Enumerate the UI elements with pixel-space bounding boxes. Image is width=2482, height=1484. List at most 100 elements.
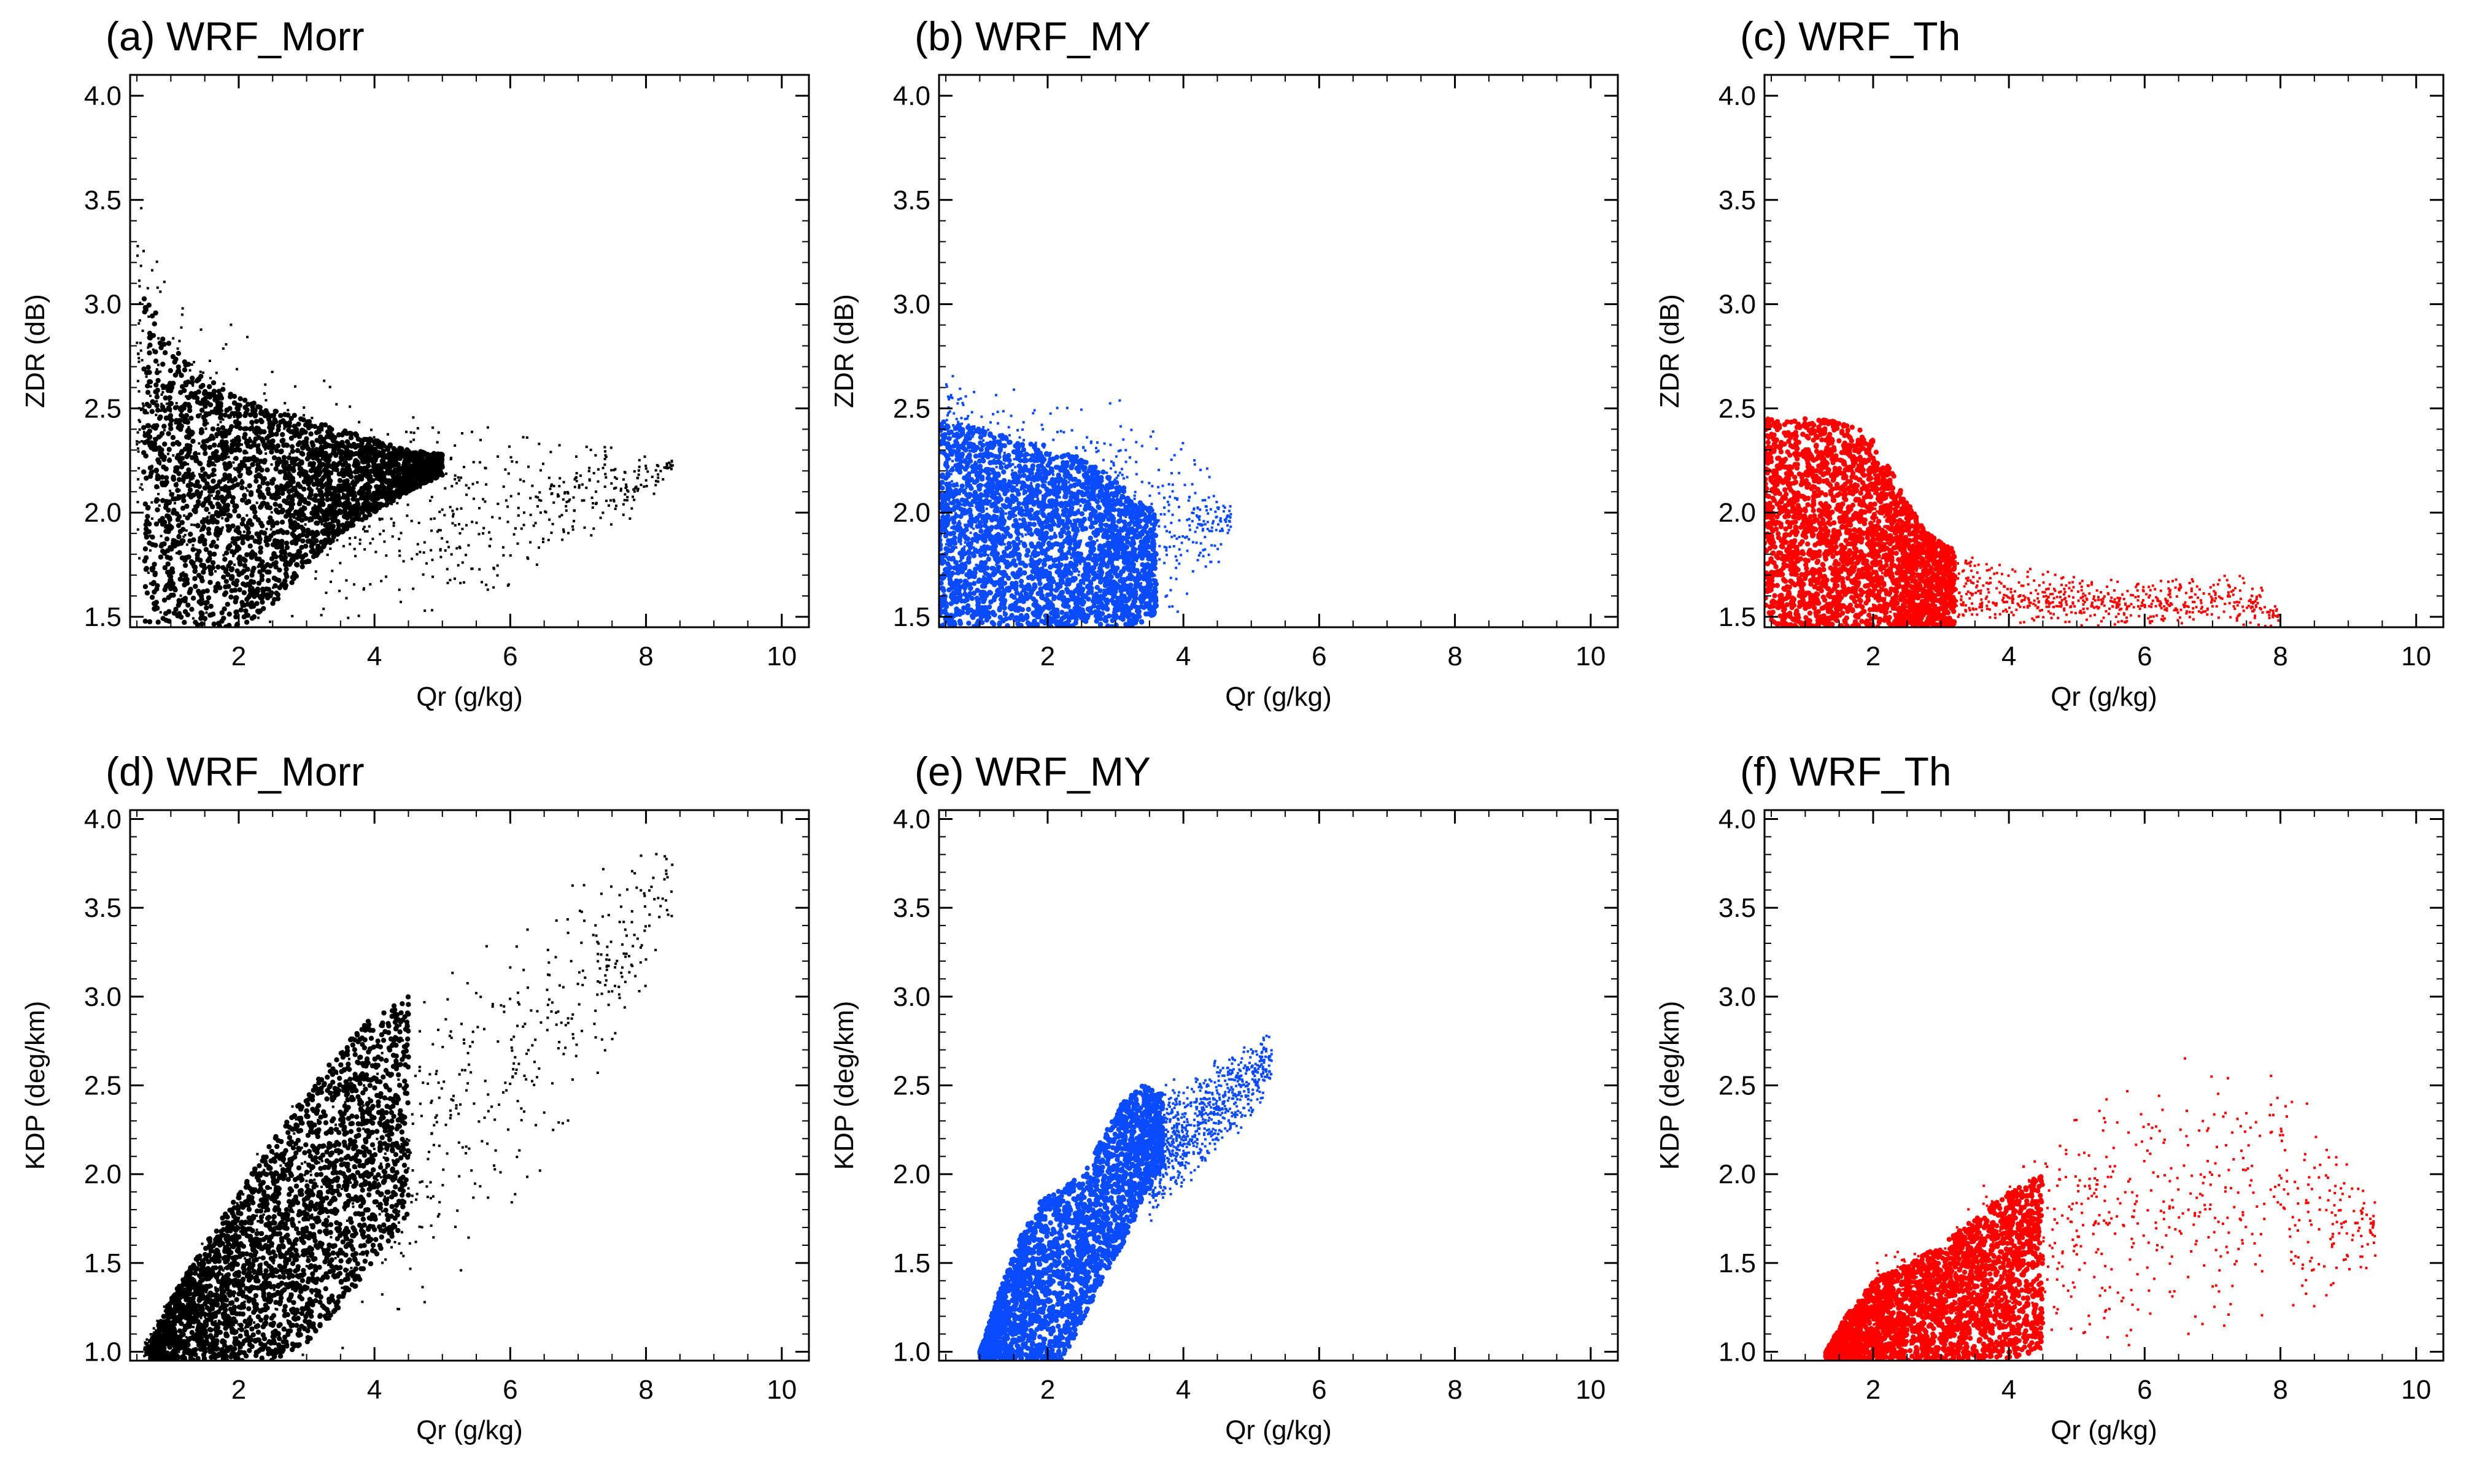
point <box>1142 566 1147 573</box>
point <box>475 521 478 524</box>
point <box>295 517 298 520</box>
point <box>444 549 447 552</box>
point <box>327 505 333 511</box>
point <box>185 417 188 420</box>
point <box>245 514 249 517</box>
point <box>345 597 348 600</box>
point <box>141 488 144 491</box>
point <box>561 538 564 541</box>
point <box>207 392 212 397</box>
point <box>259 419 265 425</box>
point <box>368 525 371 528</box>
point <box>223 590 229 596</box>
point <box>261 495 267 500</box>
point <box>412 587 415 590</box>
point <box>199 328 203 331</box>
point <box>291 555 294 558</box>
point <box>292 558 295 561</box>
series-a-fringe <box>136 207 675 624</box>
point <box>188 480 191 483</box>
point <box>579 474 582 477</box>
point <box>206 516 209 519</box>
y-tick-label: 2.5 <box>84 393 122 423</box>
point <box>454 524 457 527</box>
point <box>302 505 305 508</box>
point <box>187 487 193 493</box>
point <box>160 403 163 406</box>
point <box>229 588 234 593</box>
point <box>303 516 309 521</box>
point <box>651 476 654 478</box>
point <box>201 501 206 506</box>
point <box>609 499 613 502</box>
point <box>190 376 195 381</box>
point <box>633 470 636 473</box>
point <box>365 469 371 474</box>
point <box>137 447 139 450</box>
point <box>221 499 224 502</box>
point <box>310 498 313 501</box>
point <box>622 513 625 516</box>
point <box>400 477 406 483</box>
point <box>184 577 190 582</box>
point <box>142 558 147 564</box>
point <box>185 428 190 434</box>
point <box>249 522 255 527</box>
point <box>1033 544 1038 550</box>
x-tick-label: 2 <box>231 641 246 671</box>
point <box>239 497 245 503</box>
point <box>317 458 322 464</box>
point <box>344 478 350 484</box>
point <box>414 460 417 463</box>
point <box>271 597 277 602</box>
point <box>273 419 279 425</box>
point <box>225 343 228 346</box>
point <box>614 486 617 489</box>
point <box>251 549 253 552</box>
point <box>204 488 207 491</box>
point <box>257 404 263 410</box>
point <box>234 436 237 439</box>
point <box>354 536 357 539</box>
point <box>293 456 300 462</box>
point <box>168 457 171 460</box>
point <box>381 517 384 520</box>
point <box>398 468 401 471</box>
point <box>484 466 487 470</box>
point <box>654 484 657 487</box>
point <box>223 428 229 434</box>
point <box>437 431 440 434</box>
point <box>138 557 141 560</box>
point <box>443 514 446 517</box>
point <box>542 541 544 544</box>
point <box>284 530 290 535</box>
point <box>363 548 366 551</box>
point <box>162 565 168 571</box>
point <box>379 455 382 458</box>
point <box>497 455 500 458</box>
point <box>181 498 187 503</box>
point <box>192 568 198 574</box>
point <box>188 415 194 421</box>
point <box>230 495 236 501</box>
point <box>1116 583 1121 589</box>
point <box>151 269 153 272</box>
point <box>1002 605 1008 611</box>
point <box>624 471 627 474</box>
point <box>1021 447 1027 453</box>
point <box>288 479 291 482</box>
point <box>188 369 191 372</box>
point <box>406 486 411 492</box>
point <box>165 402 168 405</box>
point <box>412 479 419 485</box>
point <box>462 581 465 584</box>
point <box>183 401 188 407</box>
point <box>287 423 292 428</box>
point <box>169 583 175 589</box>
point <box>454 477 457 481</box>
point <box>409 440 412 443</box>
point <box>216 538 219 541</box>
point <box>179 462 182 465</box>
point <box>646 470 649 473</box>
point <box>389 446 392 449</box>
